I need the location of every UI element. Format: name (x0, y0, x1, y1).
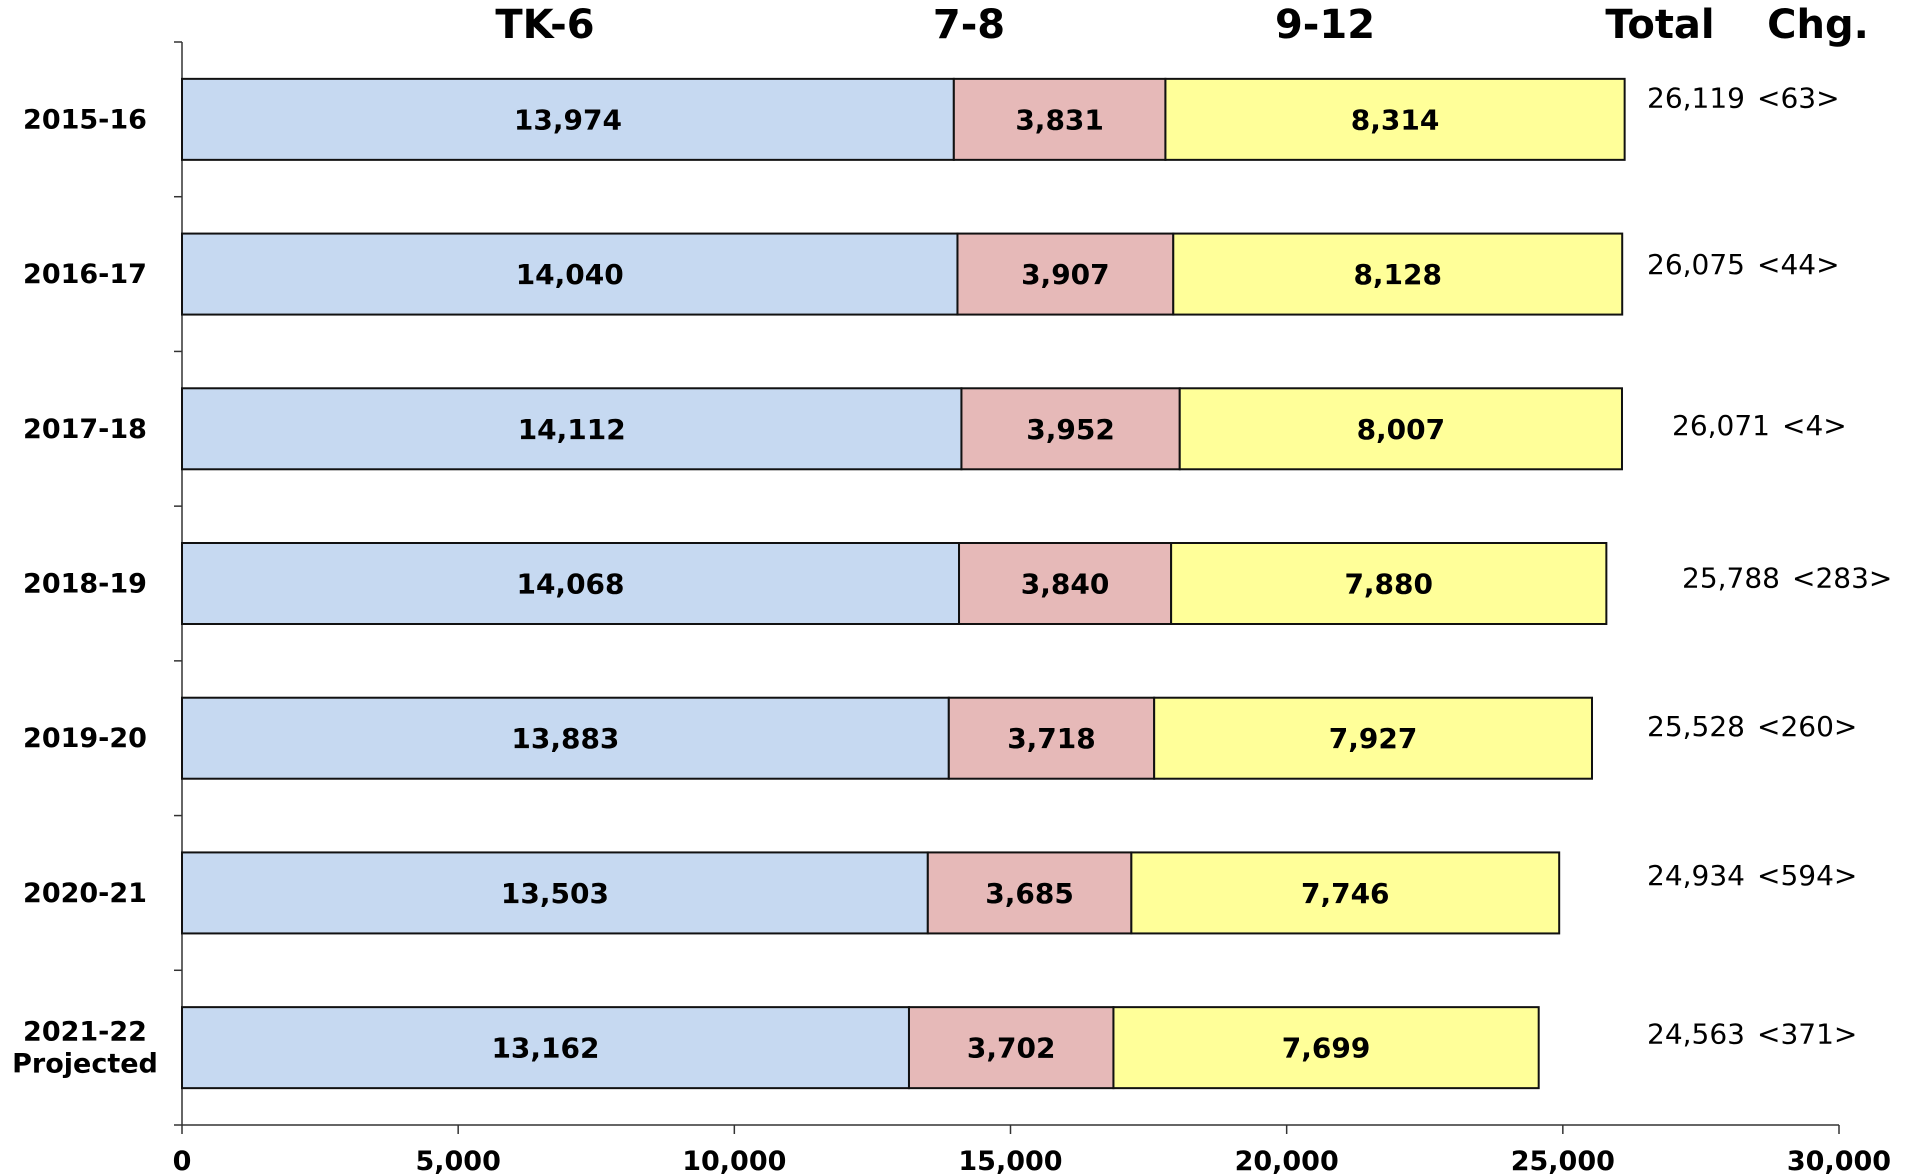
total-value: 24,563 (1647, 1018, 1745, 1051)
total-value: 26,119 (1647, 81, 1745, 114)
total-value: 26,075 (1647, 248, 1745, 281)
bar-segment-label: 8,314 (1351, 103, 1440, 136)
bar-segment-tk-6 (181, 851, 929, 935)
bar-segment-label: 14,040 (516, 258, 624, 291)
bar-segment-tk-6 (181, 387, 963, 471)
category-label: 2019-20 (23, 723, 147, 754)
change-value: <4> (1782, 409, 1847, 442)
bar-segment-label: 7,880 (1344, 568, 1433, 601)
bar-segment-7-8 (960, 387, 1181, 471)
change-value: <260> (1757, 710, 1857, 743)
bar-segment-label: 13,974 (514, 103, 622, 136)
bar-segment-label: 3,685 (985, 877, 1074, 910)
column-header-2: 9-12 (1275, 2, 1375, 48)
category-label: 2020-21 (23, 878, 147, 909)
total-value: 25,528 (1647, 710, 1745, 743)
total-value: 26,071 (1672, 409, 1770, 442)
category-label: 2017-18 (23, 414, 147, 445)
category-label: Projected (12, 1049, 158, 1080)
bar-segment-tk-6 (181, 542, 961, 625)
bar-segment-9-12 (1164, 77, 1626, 161)
bar-segment-label: 3,840 (1021, 568, 1110, 601)
bar-segment-label: 13,162 (491, 1032, 599, 1065)
bar-segment-7-8 (952, 77, 1167, 161)
category-label: 2015-16 (23, 104, 147, 135)
bar-segment-9-12 (1112, 1006, 1540, 1090)
bar-segment-label: 3,718 (1007, 722, 1096, 755)
category-label: 2016-17 (23, 259, 147, 290)
column-header-3: Total (1605, 2, 1714, 48)
bar-segment-label: 7,746 (1301, 877, 1390, 910)
change-value: <63> (1757, 81, 1840, 114)
change-value: <283> (1792, 562, 1892, 595)
column-header-0: TK-6 (495, 2, 594, 48)
x-tick-label-6: 30,000 (1787, 1146, 1891, 1176)
bar-segment-label: 14,112 (518, 413, 626, 446)
bar-segment-label: 8,128 (1353, 258, 1442, 291)
bar-segment-tk-6 (181, 77, 955, 161)
total-value: 25,788 (1682, 562, 1780, 595)
column-header-1: 7-8 (933, 2, 1005, 48)
change-value: <594> (1757, 859, 1857, 892)
bar-segment-label: 13,883 (511, 722, 619, 755)
x-tick-label-0: 0 (173, 1146, 192, 1176)
category-label: 2018-19 (23, 569, 147, 600)
total-value: 24,934 (1647, 859, 1745, 892)
bar-segment-label: 7,699 (1282, 1032, 1371, 1065)
bar-segment-label: 14,068 (516, 568, 624, 601)
x-tick-label-1: 5,000 (415, 1146, 500, 1176)
bar-segment-label: 8,007 (1357, 413, 1446, 446)
category-label: 2021-22 (23, 1017, 147, 1048)
bar-segment-label: 7,927 (1329, 722, 1418, 755)
bar-segment-9-12 (1170, 542, 1608, 625)
bar-segment-9-12 (1178, 387, 1623, 471)
bar-segment-label: 3,702 (967, 1032, 1056, 1065)
x-tick-label-4: 20,000 (1235, 1146, 1339, 1176)
bar-segment-9-12 (1172, 232, 1624, 316)
bar-segment-7-8 (926, 851, 1133, 935)
bar-segment-9-12 (1130, 851, 1561, 935)
bar-segment-9-12 (1153, 696, 1593, 780)
x-tick-label-2: 10,000 (682, 1146, 786, 1176)
bar-segment-label: 13,503 (501, 877, 609, 910)
bar-segment-tk-6 (181, 1006, 910, 1090)
column-header-4: Chg. (1767, 2, 1869, 48)
bar-segment-7-8 (958, 542, 1173, 625)
bar-segment-label: 3,831 (1015, 103, 1104, 136)
change-value: <371> (1757, 1018, 1857, 1051)
bar-segment-label: 3,952 (1026, 413, 1115, 446)
change-value: <44> (1757, 248, 1840, 281)
x-tick-label-5: 25,000 (1511, 1146, 1615, 1176)
bar-segment-label: 3,907 (1021, 258, 1110, 291)
x-tick-label-3: 15,000 (958, 1146, 1062, 1176)
